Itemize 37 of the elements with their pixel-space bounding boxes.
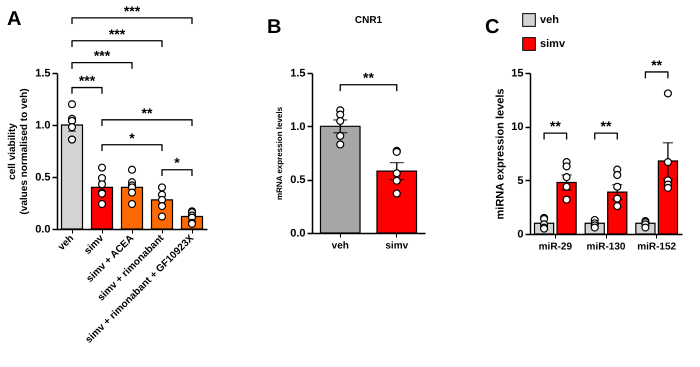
chart-title: CNR1 xyxy=(354,15,383,26)
x-tick-label: miR-29 xyxy=(538,242,572,252)
annotation: ** xyxy=(550,118,562,134)
text: ** xyxy=(651,56,663,73)
y-tick-label: 10 xyxy=(511,121,524,134)
text: C xyxy=(485,16,500,38)
x-tick-label: simv xyxy=(385,240,409,252)
x-tick-label: veh xyxy=(332,240,349,252)
x-tick-label: veh xyxy=(56,232,76,253)
annotation: *** xyxy=(78,72,96,89)
text: *** xyxy=(108,26,126,42)
y-tick-label: 0.0 xyxy=(35,224,50,236)
y-axis-title: cell viability (values normalised to veh) xyxy=(7,88,30,215)
x-tick-label: miR-130 xyxy=(586,242,626,252)
text: A xyxy=(7,8,22,30)
y-tick-label: 0.5 xyxy=(290,174,306,186)
y-tick-label: 0 xyxy=(517,228,524,240)
x-tick-label: miR-152 xyxy=(637,242,677,252)
annotation: ** xyxy=(600,118,612,134)
y-tick-label: 5 xyxy=(517,174,524,187)
y-tick-label: 1.0 xyxy=(35,120,50,132)
text: B xyxy=(267,16,282,38)
legend-label: simv xyxy=(540,38,566,50)
annotation: * xyxy=(174,154,180,171)
text: *** xyxy=(94,48,111,64)
legend-label: veh xyxy=(540,14,560,26)
y-axis-title: mRNA expression levels xyxy=(275,106,284,200)
y-tick-label: 1.5 xyxy=(35,68,50,80)
y-tick-label: 15 xyxy=(511,68,524,80)
y-tick-label: 1.5 xyxy=(290,68,306,80)
annotation: ** * xyxy=(129,104,153,146)
y-tick-label: 0.5 xyxy=(35,172,50,184)
y-tick-label: 1.0 xyxy=(290,120,306,133)
y-tick-label: 0.0 xyxy=(290,228,306,240)
y-axis-title: miRNA expression levels xyxy=(494,88,506,220)
annotation: ** xyxy=(363,70,374,86)
text: *** xyxy=(124,2,140,19)
